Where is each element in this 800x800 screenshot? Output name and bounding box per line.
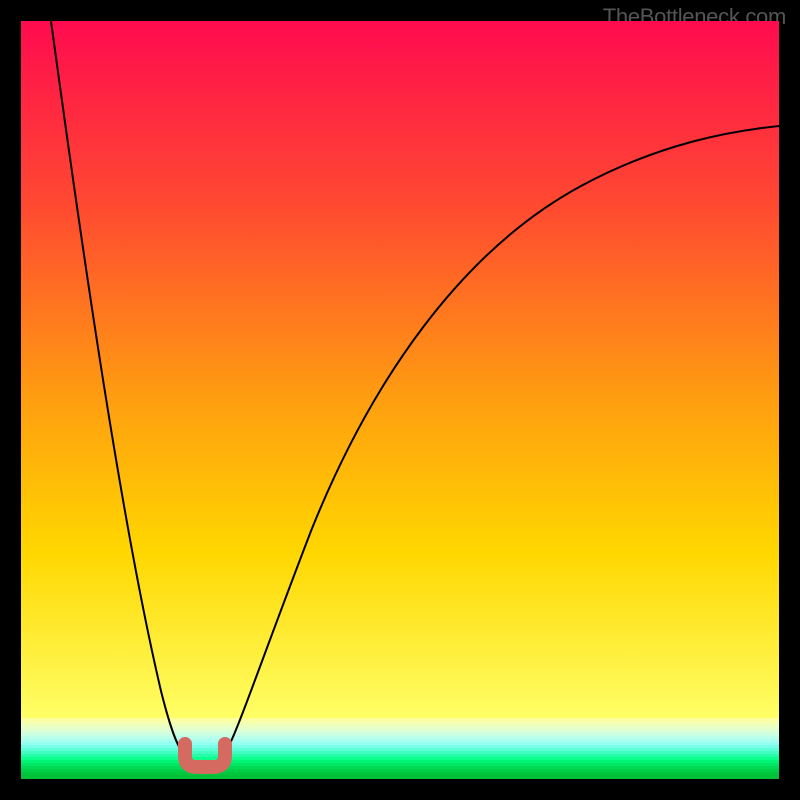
chart-frame: TheBottleneck.com bbox=[0, 0, 800, 800]
gradient-background bbox=[21, 21, 779, 779]
plot-area bbox=[21, 21, 779, 779]
bottom-band bbox=[21, 718, 779, 779]
plot-svg bbox=[21, 21, 779, 779]
